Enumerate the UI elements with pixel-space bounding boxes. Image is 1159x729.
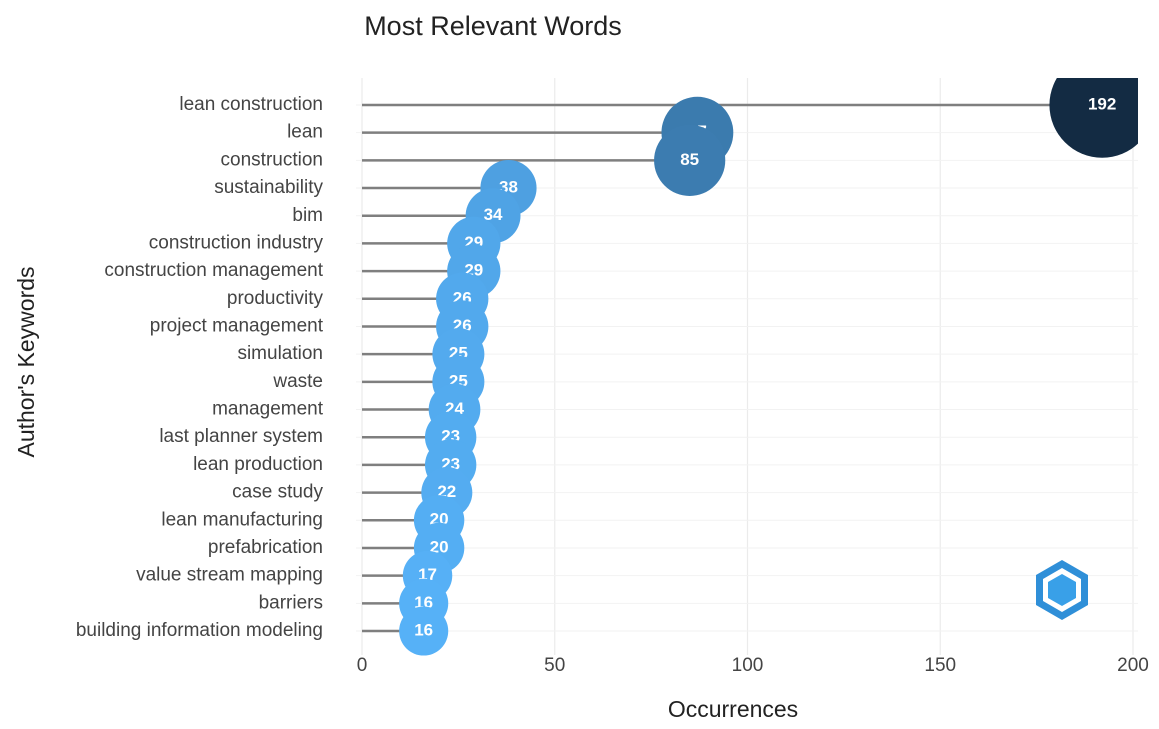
- y-tick-label: sustainability: [214, 177, 323, 198]
- logo: [1036, 560, 1088, 620]
- y-tick-label: waste: [272, 371, 323, 392]
- y-tick-label: construction industry: [149, 232, 324, 253]
- bubble: [654, 124, 726, 196]
- y-axis-label: Author's Keywords: [13, 266, 39, 457]
- y-tick-label: project management: [150, 315, 324, 336]
- x-axis-label: Occurrences: [668, 696, 798, 722]
- y-tick-label: barriers: [259, 592, 323, 613]
- bubble: [399, 606, 449, 656]
- value-label: 20: [430, 537, 449, 556]
- y-tick-label: value stream mapping: [136, 565, 323, 586]
- value-label: 192: [1088, 94, 1116, 113]
- y-tick-label: lean: [287, 122, 323, 143]
- y-tick-label: lean construction: [179, 94, 323, 115]
- chart-title: Most Relevant Words: [364, 11, 622, 41]
- value-label: 34: [484, 205, 503, 224]
- y-tick-label: lean manufacturing: [161, 509, 323, 530]
- x-tick-label: 100: [732, 655, 764, 676]
- bubble: [1049, 78, 1138, 158]
- y-tick-label: management: [212, 399, 324, 420]
- y-tick-label: case study: [232, 482, 323, 503]
- y-tick-label: lean production: [193, 454, 323, 475]
- y-tick-label: simulation: [237, 343, 323, 364]
- x-tick-label: 150: [924, 655, 956, 676]
- x-tick-label: 200: [1117, 655, 1149, 676]
- y-tick-label: last planner system: [159, 426, 323, 447]
- value-label: 16: [414, 620, 433, 639]
- value-label: 85: [680, 150, 699, 169]
- y-tick-label: construction management: [104, 260, 323, 281]
- y-tick-label: building information modeling: [76, 620, 323, 641]
- y-tick-label: productivity: [227, 288, 324, 309]
- x-tick-label: 0: [357, 655, 368, 676]
- y-tick-label: bim: [292, 205, 323, 226]
- y-tick-label: construction: [221, 149, 323, 170]
- x-tick-label: 50: [544, 655, 565, 676]
- y-tick-label: prefabrication: [208, 537, 323, 558]
